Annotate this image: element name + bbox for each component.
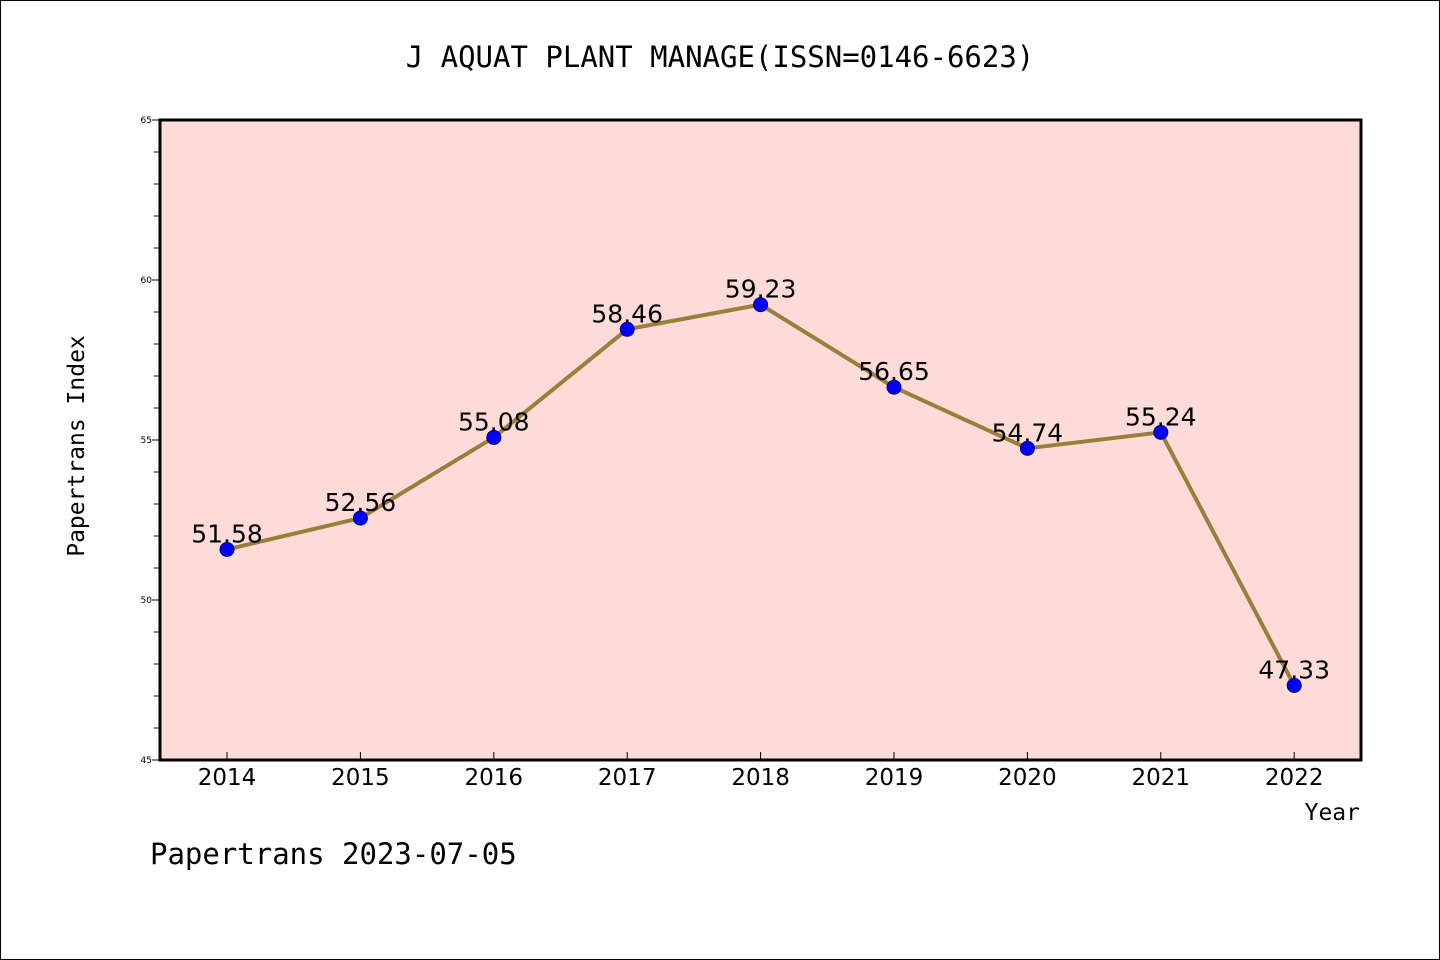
x-tick-label: 2016	[465, 765, 524, 791]
x-tick-label: 2017	[598, 765, 657, 791]
data-label: 54.74	[992, 418, 1064, 447]
y-tick-label: 55	[141, 436, 152, 446]
chart-title: J AQUAT PLANT MANAGE(ISSN=0146-6623)	[406, 40, 1035, 74]
data-point	[486, 429, 502, 445]
data-label: 59.23	[725, 275, 797, 304]
data-label: 58.46	[591, 299, 663, 328]
data-point	[1153, 424, 1169, 440]
x-axis: 2014 2015 2016 2017 2018 2019 2020 2021 2022	[198, 752, 1324, 791]
data-label: 55.08	[458, 407, 530, 436]
data-points-group	[219, 297, 1302, 693]
data-point	[1019, 440, 1035, 456]
data-label: 56.65	[858, 357, 930, 386]
footer-credit: Papertrans 2023-07-05	[150, 837, 517, 871]
x-tick-label: 2020	[998, 765, 1057, 791]
x-axis-label: Year	[1305, 800, 1360, 826]
y-tick-label: 45	[141, 756, 152, 766]
data-point	[1286, 677, 1302, 693]
x-tick-label: 2014	[198, 765, 257, 791]
y-axis-label: Papertrans Index	[64, 335, 90, 557]
x-tick-label: 2021	[1132, 765, 1191, 791]
data-point	[886, 379, 902, 395]
x-tick-label: 2022	[1265, 765, 1324, 791]
data-label: 52.56	[325, 488, 397, 517]
data-point	[352, 510, 368, 526]
y-tick-label: 65	[141, 116, 152, 126]
x-tick-label: 2015	[331, 765, 390, 791]
data-point	[753, 297, 769, 313]
data-point	[219, 541, 235, 557]
y-tick-label: 50	[141, 596, 153, 606]
y-axis: 45 50 55 60 65	[141, 116, 160, 766]
data-label: 47.33	[1258, 655, 1330, 684]
data-label: 55.24	[1125, 402, 1197, 431]
x-tick-label: 2018	[731, 765, 790, 791]
data-labels-group: 51.58 52.56 55.08 58.46 59.23 56.65 54.74 55.24…	[191, 275, 1330, 685]
y-tick-label: 60	[141, 276, 153, 286]
data-label: 51.58	[191, 519, 263, 548]
plot-area	[158, 118, 1363, 762]
data-point	[619, 321, 635, 337]
x-tick-label: 2019	[865, 765, 924, 791]
